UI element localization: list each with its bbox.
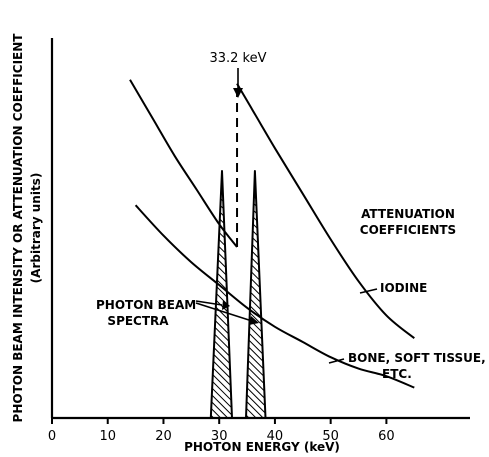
spectrum-peak-1 (209, 170, 233, 419)
spectrum-peak-2 (245, 170, 267, 419)
spectra-leader-2 (195, 302, 253, 322)
iodine-curve-segment-2 (236, 83, 415, 339)
y-axis-subtitle: (Arbitrary units) (29, 173, 43, 284)
x-tick-label: 60 (378, 429, 395, 444)
spectra-label-line-1: PHOTON BEAM (96, 298, 196, 312)
spectra-arrow-head-2 (249, 316, 259, 325)
x-tick-label: 30 (211, 429, 228, 444)
spectra-arrow-head-1 (222, 300, 230, 310)
bone-label-line-1: BONE, SOFT TISSUE, (348, 351, 486, 365)
bone-label-line-2: ETC. (382, 367, 412, 381)
x-tick-label: 40 (267, 429, 284, 444)
y-axis-title: PHOTON BEAM INTENSITY OR ATTENUATION COE… (11, 33, 25, 423)
spectra-label-line-2: SPECTRA (107, 314, 169, 328)
bone-leader (328, 358, 345, 364)
edge-label: 33.2 keV (209, 51, 266, 66)
spectra-leader-1 (195, 300, 223, 306)
plot-marks (129, 79, 415, 419)
x-tick-label: 20 (155, 429, 172, 444)
attenuation-title-line-2: COEFFICIENTS (360, 223, 456, 237)
x-tick-label: 0 (48, 429, 56, 444)
iodine-curve-segment-1 (129, 79, 238, 248)
bone-curve (134, 204, 415, 389)
edge-arrow-head (233, 88, 243, 98)
iodine-leader (359, 288, 378, 294)
x-axis-title: PHOTON ENERGY (keV) (184, 440, 340, 454)
iodine-label: IODINE (380, 281, 427, 295)
x-tick-label: 50 (322, 429, 339, 444)
x-ticks: 0 10 20 30 40 50 60 (48, 418, 395, 444)
attenuation-title-line-1: ATTENUATION (361, 207, 455, 221)
x-tick-label: 10 (99, 429, 116, 444)
